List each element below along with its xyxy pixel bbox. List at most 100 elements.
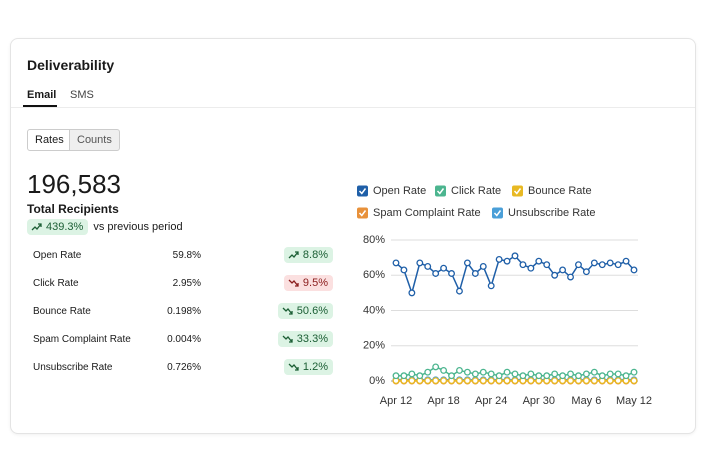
legend-swatch: [492, 207, 503, 219]
data-point: [471, 377, 479, 385]
data-point: [519, 261, 527, 269]
change-line: 439.3% vs previous period: [27, 219, 183, 235]
data-point: [448, 372, 455, 380]
data-point: [622, 372, 630, 380]
data-point: [432, 377, 440, 385]
metric-row: Open Rate 59.8% 8.8%: [33, 246, 333, 266]
data-point: [463, 259, 471, 267]
data-point: [503, 257, 511, 265]
metric-row: Bounce Rate 0.198% 50.6%: [33, 302, 333, 322]
metric-change: 9.5%: [283, 275, 333, 291]
metric-change-value: 33.3%: [296, 333, 328, 345]
x-tick-label: May 12: [616, 395, 652, 407]
legend-check: [513, 188, 522, 195]
metric-row: Spam Complaint Rate 0.004% 33.3%: [33, 330, 333, 350]
data-point: [543, 261, 551, 269]
data-point: [622, 257, 630, 265]
metric-name: Unsubscribe Rate: [33, 362, 113, 373]
data-point: [424, 262, 432, 270]
data-point: [606, 370, 614, 378]
data-point: [559, 266, 567, 274]
data-point: [487, 370, 495, 378]
metric-change-value: 50.6%: [296, 305, 328, 317]
data-point: [630, 377, 638, 385]
data-point: [440, 366, 448, 374]
data-point: [590, 259, 598, 267]
data-point: [471, 270, 479, 277]
data-point: [456, 377, 463, 385]
x-tick-label: Apr 30: [523, 395, 555, 407]
data-point: [590, 377, 598, 385]
y-tick-label: 0%: [369, 375, 385, 387]
data-point: [630, 368, 638, 376]
data-point: [408, 370, 416, 378]
data-point: [487, 282, 495, 290]
metric-row: Unsubscribe Rate 0.726% 1.2%: [33, 358, 333, 378]
data-point: [503, 377, 511, 385]
data-point: [424, 377, 432, 385]
legend-check: [493, 210, 502, 217]
arrow-down: [288, 363, 299, 371]
data-point: [495, 372, 503, 380]
data-point: [511, 370, 519, 378]
data-point: [463, 377, 471, 385]
series-line: [395, 254, 635, 296]
legend-label: Unsubscribe Rate: [508, 207, 595, 219]
data-point: [582, 370, 590, 378]
metric-name: Bounce Rate: [33, 306, 91, 317]
legend-label: Open Rate: [373, 185, 426, 197]
metric-change: 8.8%: [283, 247, 333, 263]
x-tick-label: May 6: [571, 395, 601, 407]
data-point: [471, 370, 479, 378]
data-point: [575, 261, 582, 269]
legend-check: [358, 188, 367, 195]
data-point: [448, 270, 455, 277]
data-point: [582, 268, 590, 276]
total-label: Total Recipients: [27, 202, 119, 216]
toggle-button[interactable]: Rates: [27, 129, 72, 151]
data-point: [575, 372, 582, 380]
chart: 0% 20% 40% 60% 80% Apr 12 Apr 18 Apr 24 Apr 30 Ma…: [357, 185, 652, 407]
data-point: [614, 261, 622, 269]
data-point: [535, 257, 543, 265]
data-point: [511, 252, 519, 260]
data-point: [590, 368, 598, 376]
metric-change-value: 9.5%: [302, 277, 328, 289]
data-point: [582, 377, 590, 385]
data-point: [479, 368, 487, 376]
tab[interactable]: SMS: [70, 89, 94, 101]
data-point: [392, 259, 400, 267]
data-point: [432, 270, 440, 277]
data-point: [535, 372, 543, 380]
legend-label: Bounce Rate: [528, 185, 592, 197]
toggle-button[interactable]: Counts: [69, 129, 120, 151]
metric-value: 59.8%: [172, 250, 201, 261]
separator: [11, 107, 695, 108]
tab[interactable]: Email: [27, 89, 57, 101]
data-point: [440, 377, 448, 385]
data-point: [487, 377, 495, 385]
tab-underline: [23, 105, 57, 107]
metric-change: 50.6%: [277, 303, 333, 319]
metric-name: Click Rate: [33, 278, 79, 289]
data-point: [432, 363, 440, 371]
data-point: [551, 370, 559, 378]
data-point: [503, 368, 511, 376]
data-point: [606, 377, 614, 385]
data-point: [408, 377, 416, 385]
data-point: [495, 255, 503, 263]
data-point: [400, 372, 408, 380]
metric-change: 33.3%: [277, 331, 333, 347]
legend-check: [358, 210, 367, 217]
data-point: [527, 370, 535, 378]
arrow-up: [288, 251, 299, 259]
metric-name: Open Rate: [33, 250, 82, 261]
data-point: [527, 264, 535, 272]
data-point: [519, 372, 527, 380]
change-note: vs previous period: [93, 221, 183, 233]
arrow-up: [31, 223, 42, 231]
data-point: [424, 368, 432, 376]
data-point: [559, 372, 567, 380]
legend-label: Spam Complaint Rate: [373, 207, 481, 219]
